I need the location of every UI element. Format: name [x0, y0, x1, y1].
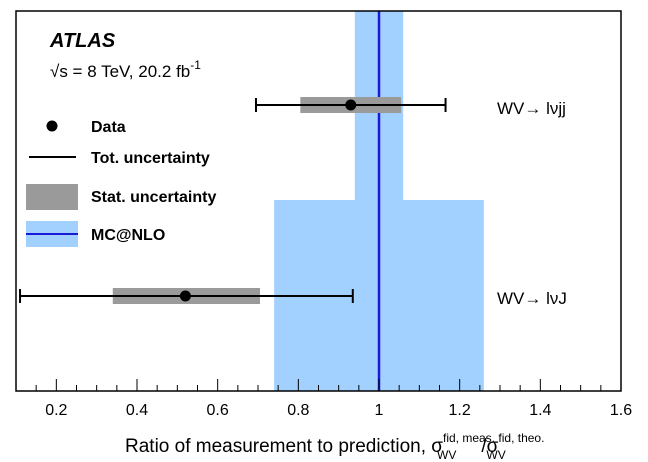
x-tick-label: 1.2 — [449, 402, 471, 419]
legend-stat-box — [26, 184, 78, 210]
x-tick-label: 0.4 — [126, 402, 148, 419]
x-axis-ticks: 0.2 0.4 0.6 0.8 1 1.2 1.4 1.6 — [35, 379, 632, 419]
legend: Data Tot. uncertainty Stat. uncertainty … — [26, 119, 216, 247]
legend-mc-label: MC@NLO — [91, 227, 165, 244]
x-tick-label: 1 — [375, 402, 384, 419]
x-axis-label: Ratio of measurement to prediction, σfid… — [125, 431, 544, 462]
atlas-label: ATLAS — [49, 30, 116, 52]
theory-band-layer — [274, 11, 484, 391]
legend-tot-label: Tot. uncertainty — [91, 150, 210, 167]
legend-data-label: Data — [91, 119, 126, 136]
legend-stat-label: Stat. uncertainty — [91, 189, 216, 206]
x-tick-label: 0.8 — [287, 402, 309, 419]
data-marks-layer — [19, 97, 447, 304]
legend-data-marker — [46, 120, 58, 132]
x-tick-label: 1.4 — [529, 402, 551, 419]
x-tick-label: 0.6 — [207, 402, 229, 419]
energy-lumi-label: √s = 8 TeV, 20.2 fb-1 — [50, 58, 201, 81]
x-tick-label: 1.6 — [610, 402, 632, 419]
channel-label-lvJ: WV→ lνJ — [497, 289, 567, 308]
data-point-lvjj — [345, 99, 357, 111]
x-tick-label: 0.2 — [45, 402, 67, 419]
data-point-lvJ — [179, 290, 191, 302]
channel-label-lvjj: WV→ lνjj — [497, 99, 566, 118]
